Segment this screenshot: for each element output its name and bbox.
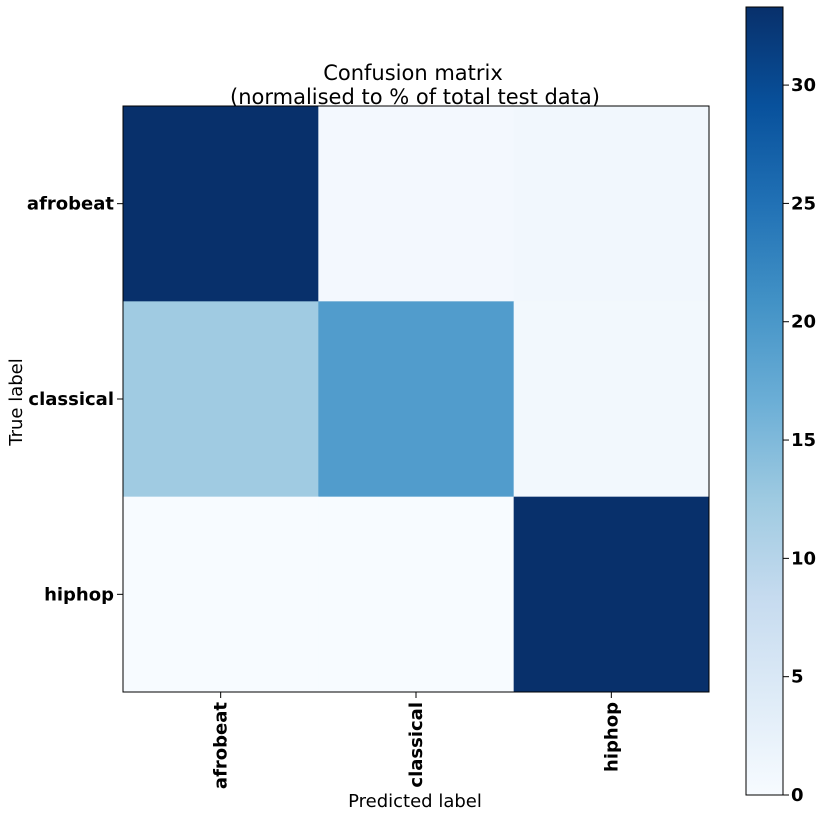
heatmap-cell-afrobeat-hiphop <box>513 106 710 302</box>
y-tick-label: afrobeat <box>27 194 114 215</box>
chart-title: Confusion matrix (normalised to % of tot… <box>230 61 600 109</box>
heatmap-cell-afrobeat-classical <box>318 106 515 302</box>
x-tick-label: hiphop <box>601 702 622 772</box>
colorbar-tick-label: 0 <box>791 785 804 806</box>
heatmap-cell-classical-classical <box>318 301 515 498</box>
x-tick-label: classical <box>406 702 427 788</box>
colorbar-tick-label: 10 <box>791 548 816 569</box>
colorbar-tick-label: 30 <box>791 75 816 96</box>
heatmap-cell-classical-afrobeat <box>123 301 319 498</box>
colorbar: 0 5 10 15 20 25 30 <box>745 6 816 806</box>
colorbar-tick-label: 5 <box>791 667 804 688</box>
x-axis-ticks: afrobeat classical hiphop <box>211 692 622 789</box>
colorbar-tick-label: 20 <box>791 312 816 333</box>
x-axis-label: Predicted label <box>348 791 482 812</box>
heatmap-cell-hiphop-classical <box>318 496 515 693</box>
chart-title-line-2: (normalised to % of total test data) <box>230 85 600 109</box>
colorbar-tick-label: 25 <box>791 193 816 214</box>
y-tick-label: classical <box>28 389 114 410</box>
heatmap-cell-afrobeat-afrobeat <box>123 106 319 302</box>
heatmap-cell-hiphop-hiphop <box>513 496 710 693</box>
y-axis-ticks: afrobeat classical hiphop <box>27 194 123 605</box>
chart-title-line-1: Confusion matrix <box>323 61 503 85</box>
colorbar-gradient <box>745 6 784 796</box>
y-tick-label: hiphop <box>44 584 114 605</box>
heatmap-cells <box>123 106 710 693</box>
colorbar-tick-label: 15 <box>791 430 816 451</box>
heatmap-cell-classical-hiphop <box>513 301 710 498</box>
heatmap-cell-hiphop-afrobeat <box>123 496 319 693</box>
x-tick-label: afrobeat <box>211 702 232 789</box>
y-axis-label: True label <box>6 358 27 447</box>
colorbar-ticks: 0 5 10 15 20 25 30 <box>783 75 816 806</box>
